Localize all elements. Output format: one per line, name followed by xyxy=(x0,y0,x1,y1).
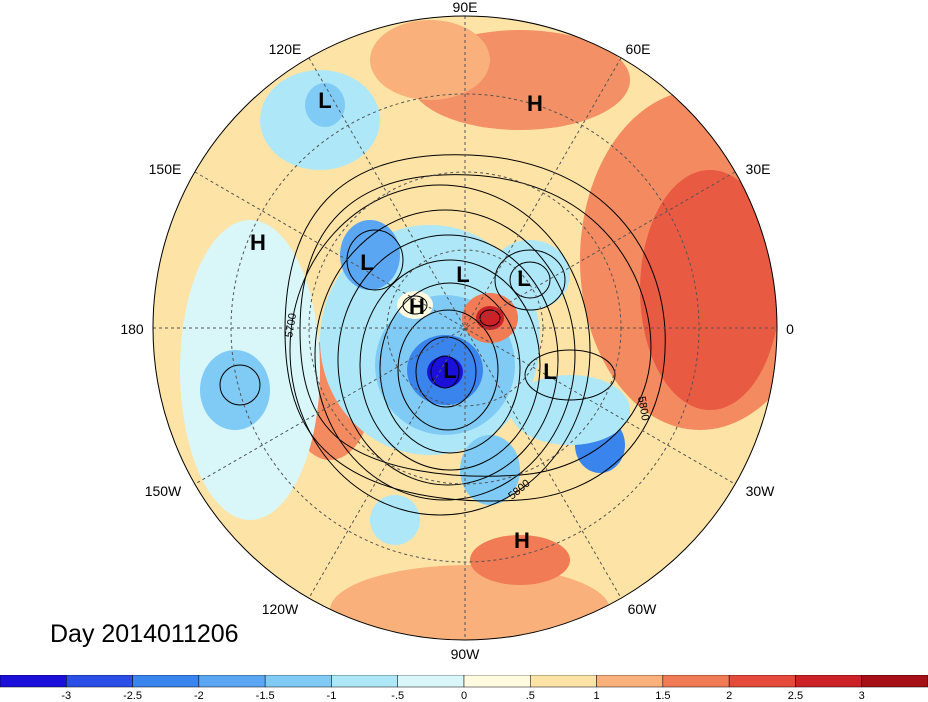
lon-label-180: 180 xyxy=(120,321,144,337)
lon-label-150e: 150E xyxy=(149,161,182,177)
contour-labels: 5700 5800 5800 xyxy=(283,312,651,502)
colorbar-tick-label: 0 xyxy=(461,690,467,702)
colorbar-box xyxy=(0,675,67,688)
colorbar-tick-label: -1 xyxy=(327,690,337,702)
colorbar-box xyxy=(662,675,730,688)
colorbar-box xyxy=(596,675,664,688)
colorbar-box xyxy=(132,675,200,688)
high-caribbean: H xyxy=(514,528,530,553)
lon-label-150w: 150W xyxy=(145,483,182,499)
lon-label-90w: 90W xyxy=(451,646,481,662)
high-central-asia: H xyxy=(527,91,543,116)
contour-label-5700: 5700 xyxy=(283,312,299,338)
colorbar-box xyxy=(728,675,796,688)
lon-label-30e: 30E xyxy=(746,161,771,177)
colorbar-tick-label: 3 xyxy=(859,690,865,702)
lon-label-30w: 30W xyxy=(746,483,776,499)
pressure-centers: L H H L L L H L L H xyxy=(250,88,557,553)
colorbar-tick-label: -2 xyxy=(194,690,204,702)
colorbar-tick-label: -.5 xyxy=(391,690,404,702)
lon-label-60e: 60E xyxy=(626,41,651,57)
colorbar-box xyxy=(66,675,133,688)
low-east-asia: L xyxy=(318,88,331,113)
high-arctic: H xyxy=(409,294,425,319)
colorbar-tick-label: .5 xyxy=(526,690,535,702)
low-arctic-1: L xyxy=(456,262,469,287)
contour-label-5800-east: 5800 xyxy=(635,395,651,421)
lon-label-120e: 120E xyxy=(269,41,302,57)
colorbar-box xyxy=(198,675,266,688)
low-north-atlantic: L xyxy=(543,359,556,384)
longitude-labels: 90E 60E 30E 0 30W 60W 90W 120W 150W 180 … xyxy=(120,0,794,662)
colorbar-tick-label: 1 xyxy=(594,690,600,702)
map-border xyxy=(152,15,778,641)
colorbar-box xyxy=(331,675,398,688)
colorbar-tick-label: -2.5 xyxy=(123,690,142,702)
high-north-pacific: H xyxy=(250,230,266,255)
colorbar-tick-label: -1.5 xyxy=(256,690,275,702)
low-arctic-2: L xyxy=(517,266,530,291)
colorbar-tick-label: 1.5 xyxy=(655,690,670,702)
colorbar-box xyxy=(861,675,928,688)
lon-label-60w: 60W xyxy=(628,601,658,617)
colorbar-box xyxy=(264,675,332,688)
map-title: Day 2014011206 xyxy=(50,620,239,648)
graticule xyxy=(153,16,777,640)
colorbar-box xyxy=(795,675,862,688)
colorbar-box xyxy=(463,675,531,688)
low-canada: L xyxy=(443,358,456,383)
colorbar-box xyxy=(530,675,597,688)
colorbar: -3 -2.5 -2 -1.5 -1 -.5 0 .5 1 1.5 2 2.5 3 xyxy=(0,675,928,702)
lon-label-90e: 90E xyxy=(453,0,478,15)
height-contours xyxy=(219,154,666,516)
colorbar-box xyxy=(397,675,465,688)
lon-label-0: 0 xyxy=(786,321,794,337)
anomaly-field xyxy=(153,16,777,640)
colorbar-tick-label: -3 xyxy=(61,690,71,702)
low-east-siberia: L xyxy=(360,250,373,275)
colorbar-tick-label: 2 xyxy=(726,690,732,702)
lon-label-120w: 120W xyxy=(262,601,299,617)
colorbar-tick-label: 2.5 xyxy=(788,690,803,702)
